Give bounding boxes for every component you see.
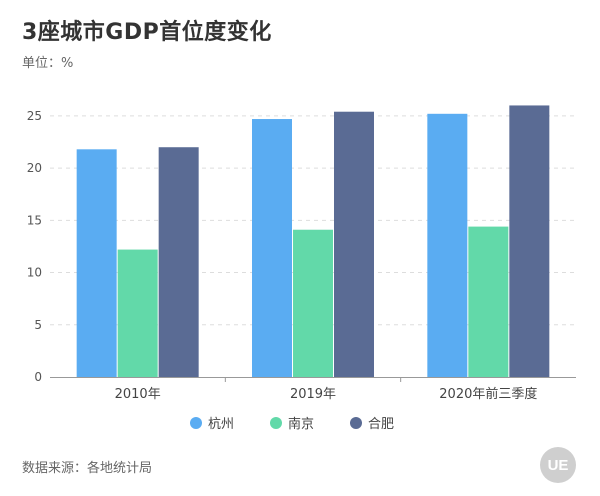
legend-marker-南京 <box>270 417 282 429</box>
x-tick-label: 2019年 <box>290 387 336 402</box>
y-tick-label: 10 <box>27 266 42 280</box>
bar-南京-2020年前三季度 <box>468 226 509 377</box>
bar-杭州-2010年 <box>76 149 117 377</box>
chart-title: 3座城市GDP首位度变化 <box>22 20 272 45</box>
y-tick-label: 25 <box>27 109 42 123</box>
bar-南京-2019年 <box>293 229 333 377</box>
legend-label: 杭州 <box>208 417 234 432</box>
legend-marker-合肥 <box>350 417 362 429</box>
axes: 0 5 10 15 20 25 2010年 2019年 2020年前三季度 <box>27 109 576 402</box>
bar-杭州-2019年 <box>252 119 292 378</box>
unit-label: 单位：% <box>22 56 74 71</box>
y-tick-label: 0 <box>34 370 42 384</box>
bar-合肥-2019年 <box>334 111 374 377</box>
y-tick-label: 15 <box>27 213 42 227</box>
legend-marker-杭州 <box>190 417 202 429</box>
brand-logo: UE <box>540 447 576 483</box>
bar-杭州-2020年前三季度 <box>427 113 468 378</box>
bar-南京-2010年 <box>117 249 158 377</box>
x-tick-label: 2020年前三季度 <box>439 386 537 402</box>
x-tick-label: 2010年 <box>115 387 161 402</box>
y-tick-label: 20 <box>27 161 42 175</box>
bar-合肥-2010年 <box>158 147 199 377</box>
source-note: 数据来源：各地统计局 <box>22 461 153 476</box>
brand-logo-text: UE <box>547 456 569 474</box>
legend: 杭州 南京 合肥 <box>190 416 394 432</box>
legend-label: 南京 <box>288 416 314 432</box>
bar-合肥-2020年前三季度 <box>509 105 550 377</box>
bars <box>76 105 550 378</box>
y-tick-label: 5 <box>34 318 42 332</box>
legend-label: 合肥 <box>368 417 394 432</box>
